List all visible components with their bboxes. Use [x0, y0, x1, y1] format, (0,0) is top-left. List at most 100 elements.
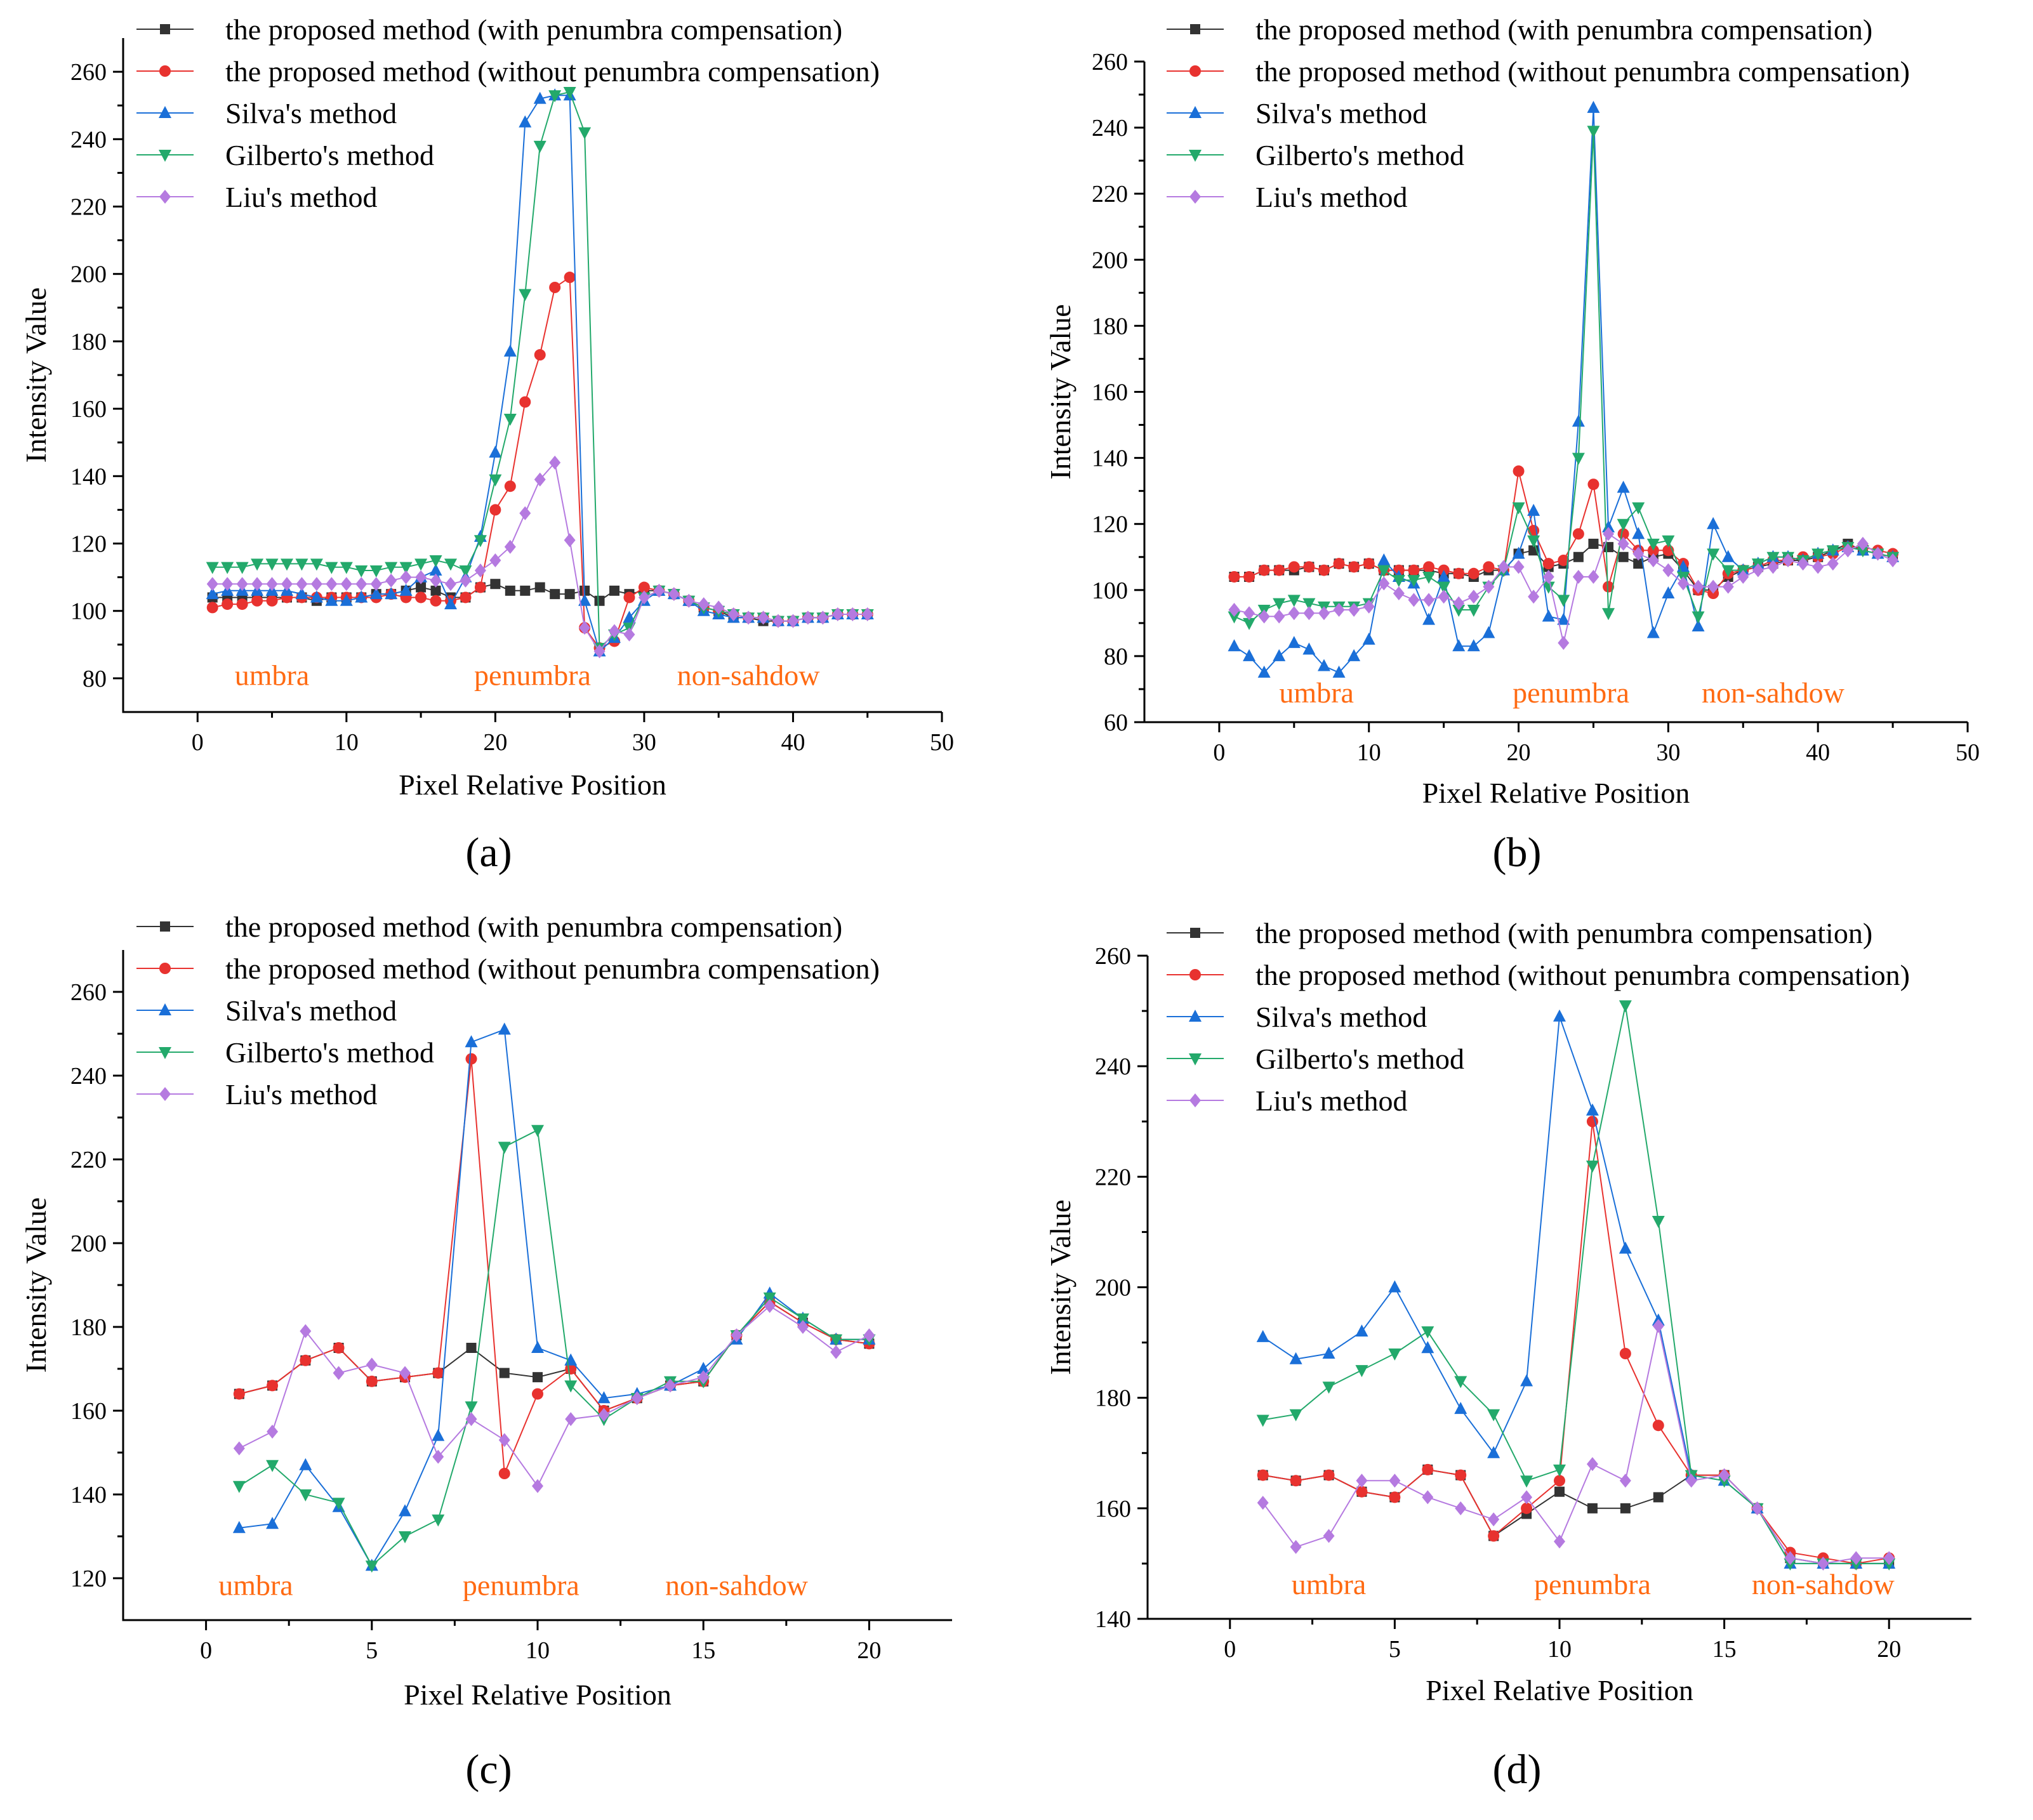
data-point: [370, 577, 382, 591]
data-point: [1322, 1381, 1335, 1394]
data-point: [400, 570, 412, 584]
data-point: [1521, 1502, 1533, 1514]
x-tick-label: 5: [1389, 1636, 1401, 1663]
legend: the proposed method (with penumbra compe…: [1167, 917, 1910, 1117]
data-point: [505, 585, 515, 596]
legend-marker: [159, 963, 171, 974]
series-1: [207, 579, 873, 626]
data-point: [519, 289, 532, 301]
data-point: [1423, 561, 1435, 573]
data-point: [533, 1372, 543, 1383]
data-point: [1392, 575, 1405, 588]
data-point: [1228, 570, 1240, 583]
data-point: [498, 1433, 510, 1447]
data-point: [1653, 1492, 1664, 1503]
region-label: umbra: [235, 659, 310, 692]
data-point: [1767, 560, 1779, 574]
data-point: [1602, 608, 1615, 621]
data-point: [460, 573, 472, 588]
legend-label: the proposed method (without penumbra co…: [1255, 55, 1910, 88]
series-4: [232, 1124, 876, 1573]
data-point: [1290, 1475, 1302, 1487]
data-point: [1348, 603, 1360, 617]
data-point: [764, 1299, 776, 1313]
data-point: [415, 591, 427, 603]
data-point: [1617, 528, 1629, 540]
legend-label: Gilberto's method: [225, 139, 434, 171]
data-point: [609, 585, 619, 596]
series-line: [239, 1029, 870, 1567]
data-point: [1647, 553, 1659, 567]
y-tick-label: 160: [70, 396, 107, 423]
data-point: [366, 1375, 378, 1387]
x-tick-label: 20: [483, 729, 507, 756]
legend-marker: [1189, 150, 1202, 162]
data-point: [1812, 560, 1824, 574]
legend-marker: [1189, 190, 1201, 204]
data-point: [1520, 1374, 1533, 1387]
y-axis-label: Intensity Value: [20, 1197, 52, 1373]
legend-marker: [159, 190, 171, 204]
data-point: [1488, 1530, 1500, 1542]
legend-label: the proposed method (without penumbra co…: [225, 55, 880, 88]
data-point: [385, 573, 397, 588]
data-point: [609, 624, 620, 638]
data-point: [251, 595, 263, 607]
series-1: [234, 1296, 875, 1416]
legend-label: the proposed method (with penumbra compe…: [1255, 13, 1872, 46]
data-point: [1542, 609, 1555, 622]
data-point: [1303, 606, 1315, 621]
series-line: [1234, 532, 1893, 643]
data-point: [598, 1408, 610, 1422]
x-tick-label: 0: [200, 1637, 212, 1664]
legend-label: the proposed method (with penumbra compe…: [225, 13, 842, 46]
data-point: [414, 558, 428, 571]
data-point: [385, 587, 398, 600]
y-tick-label: 220: [1095, 1164, 1131, 1190]
data-point: [697, 1362, 710, 1374]
data-point: [445, 577, 456, 591]
legend-marker: [159, 1047, 171, 1059]
data-point: [1467, 605, 1480, 617]
y-axis-label: Intensity Value: [1044, 304, 1076, 479]
data-point: [863, 1328, 875, 1343]
legend-label: Silva's method: [1255, 1001, 1427, 1033]
data-point: [1662, 535, 1675, 548]
data-point: [1393, 586, 1405, 601]
y-tick-label: 240: [70, 1063, 107, 1090]
data-point: [265, 558, 279, 571]
y-tick-label: 80: [1104, 643, 1128, 670]
data-point: [340, 593, 353, 606]
data-point: [1856, 545, 1869, 558]
legend-marker: [1189, 1010, 1202, 1022]
x-tick-label: 0: [1213, 739, 1225, 766]
legend-label: the proposed method (with penumbra compe…: [225, 911, 842, 943]
series-line: [239, 1058, 870, 1474]
data-point: [1842, 543, 1854, 558]
data-point: [623, 610, 636, 623]
legend-marker: [1189, 65, 1201, 77]
data-point: [564, 1380, 578, 1393]
data-point: [1408, 593, 1420, 607]
legend-marker: [159, 106, 171, 118]
data-point: [594, 595, 605, 606]
series-line: [239, 1129, 870, 1567]
data-point: [1618, 551, 1629, 562]
data-point: [1707, 517, 1720, 529]
data-point: [232, 1480, 246, 1493]
legend-marker: [159, 1087, 171, 1101]
legend-label: Silva's method: [225, 97, 397, 129]
data-point: [429, 555, 442, 568]
data-point: [1677, 576, 1689, 591]
data-point: [333, 1366, 345, 1380]
data-point: [1587, 1503, 1598, 1513]
data-point: [638, 590, 650, 605]
panel-label: (c): [465, 1746, 512, 1793]
data-point: [465, 1053, 477, 1065]
data-point: [1652, 1319, 1664, 1333]
data-point: [233, 1441, 245, 1456]
series-line: [1234, 471, 1893, 595]
data-point: [465, 1401, 478, 1414]
legend-marker: [1189, 1053, 1202, 1065]
data-point: [430, 573, 442, 588]
